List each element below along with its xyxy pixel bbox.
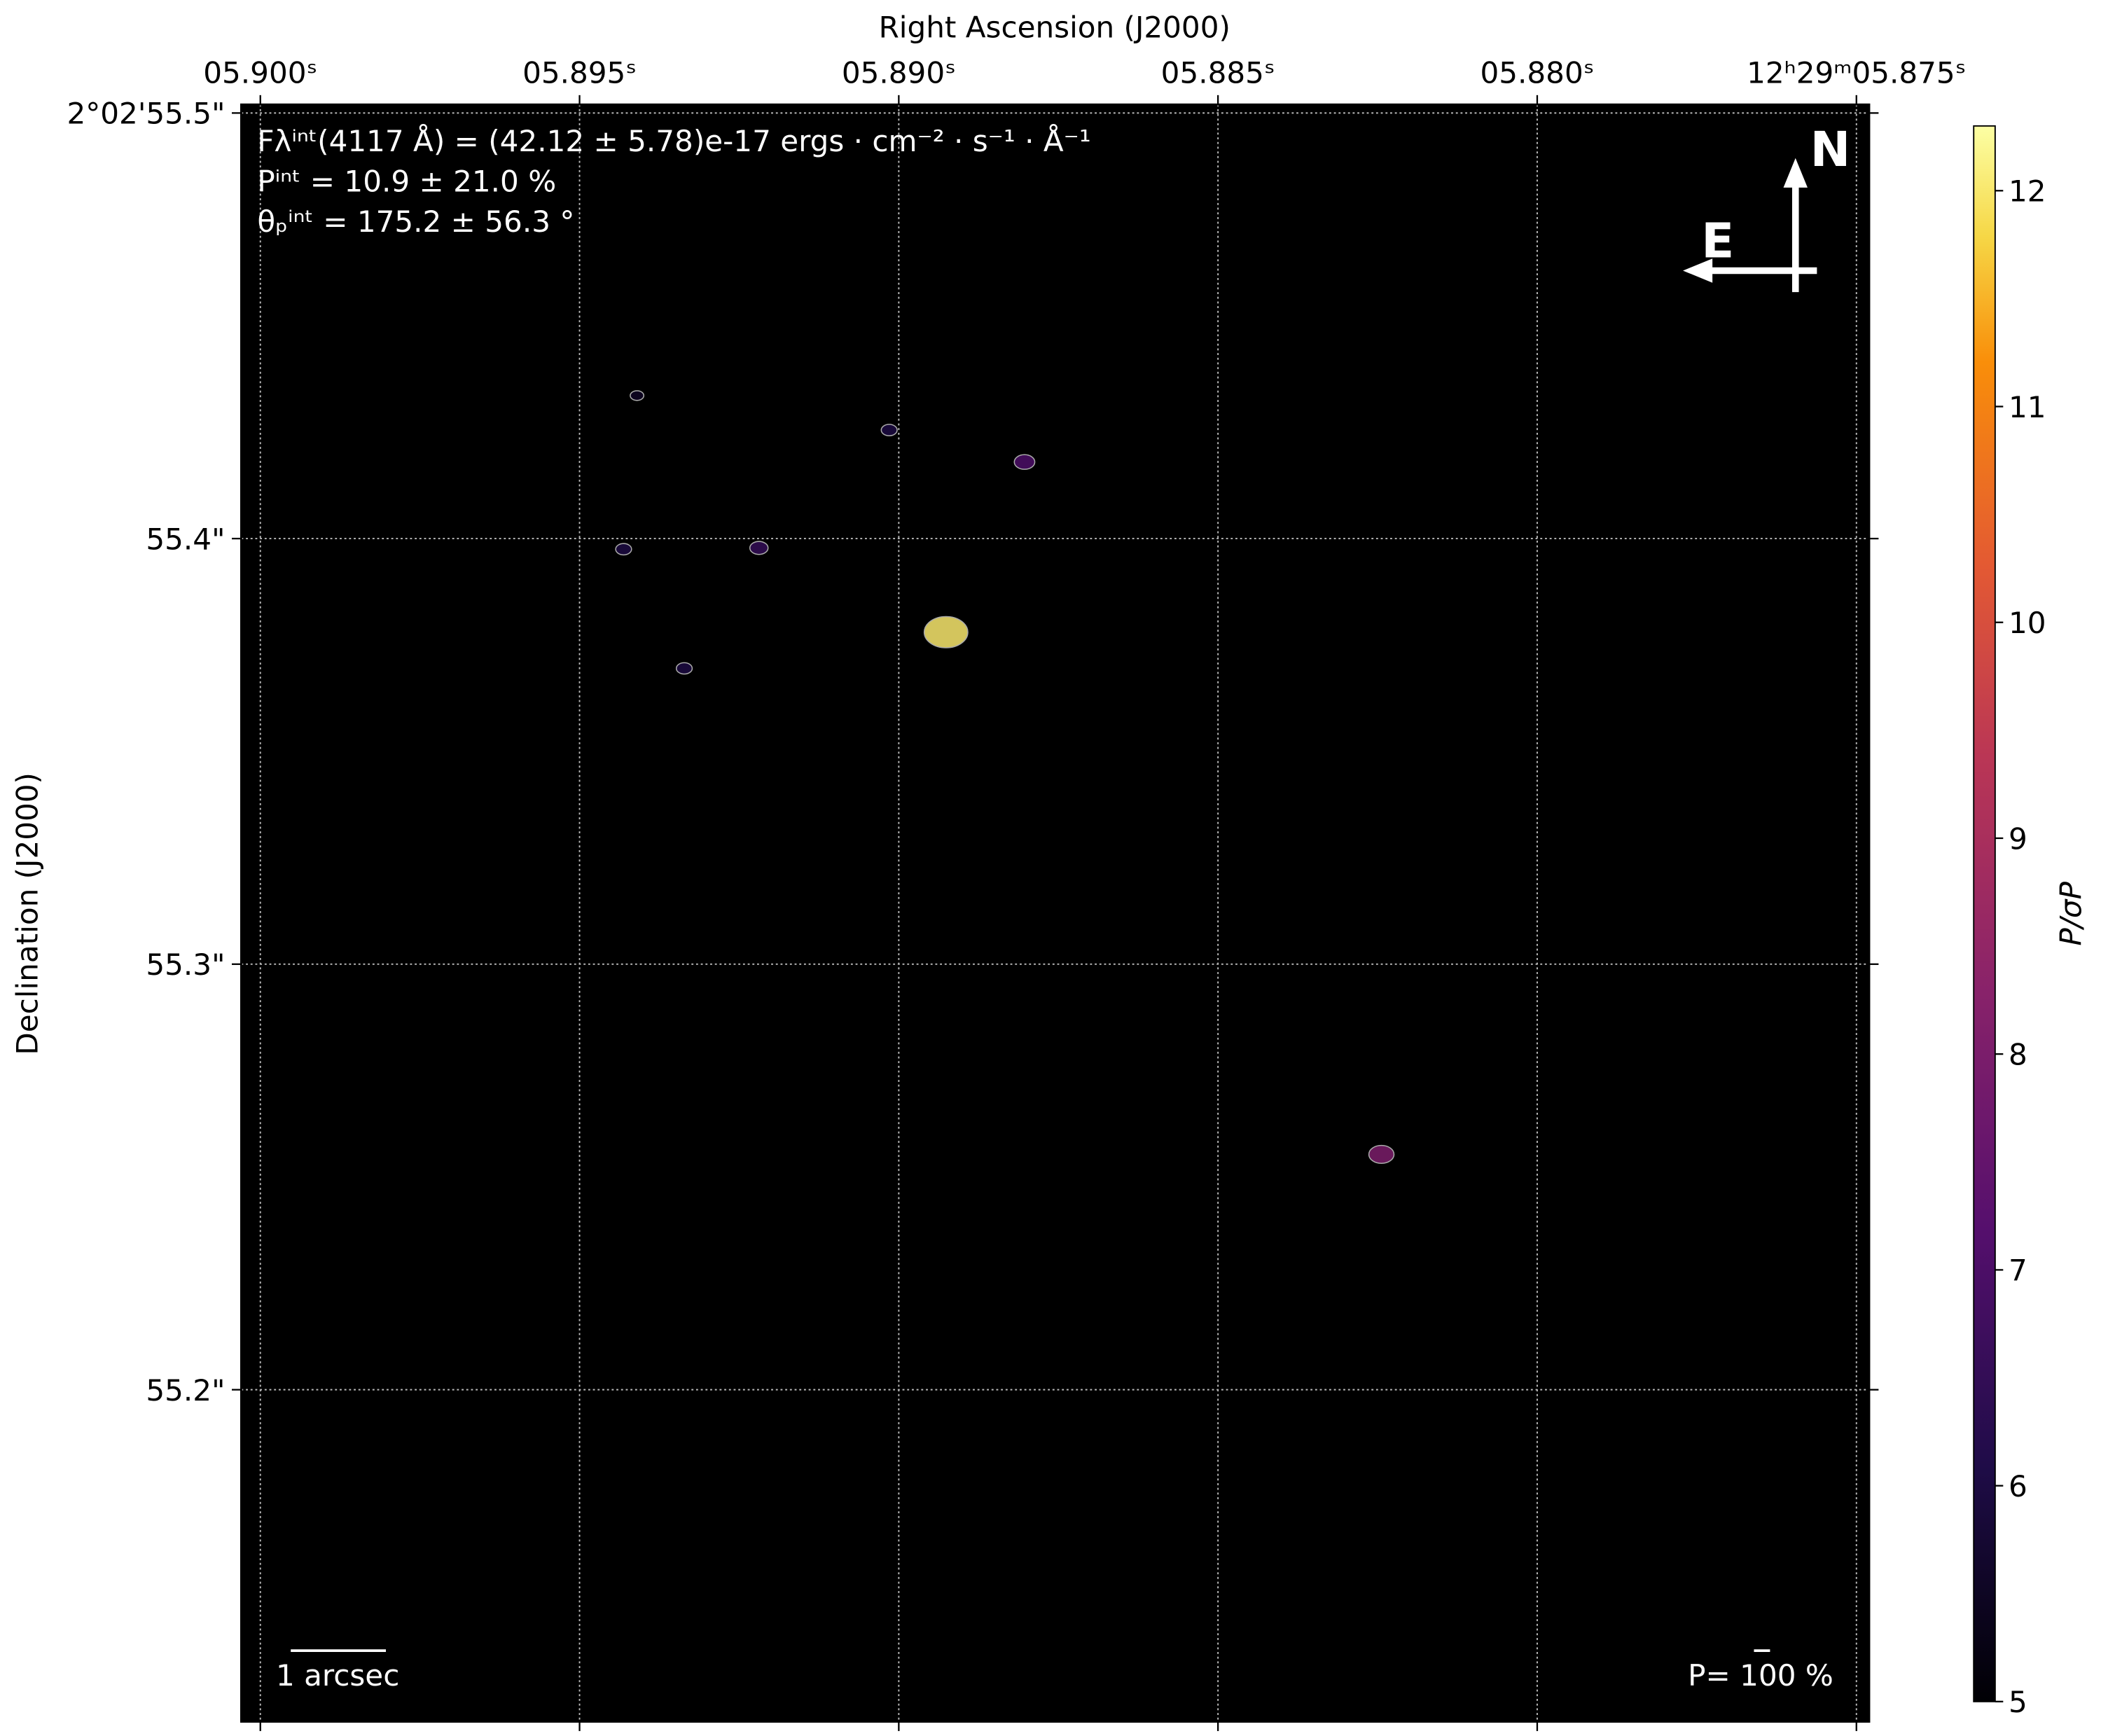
north-arrowhead [1783,158,1808,188]
source [749,541,769,555]
annotation: Pⁱⁿᵗ = 10.9 ± 21.0 % [257,165,556,199]
annotations: Fλⁱⁿᵗ(4117 Å) = (42.12 ± 5.78)e-17 ergs … [257,123,1090,239]
source [675,662,693,675]
y-tick-label: 2°02'55.5" [67,97,225,131]
plot-area [241,104,1869,1722]
colorbar-tick-label: 9 [2009,821,2027,856]
source [1368,1144,1395,1165]
source [615,543,632,556]
east-arrowhead [1683,258,1713,283]
x-tick-label: 05.885ˢ [1161,56,1275,90]
plot-frame [240,103,1871,1723]
source [923,616,969,648]
annotation: Fλⁱⁿᵗ(4117 Å) = (42.12 ± 5.78)e-17 ergs … [257,123,1090,158]
compass-east: E [1701,213,1734,269]
colorbar-tick-label: 5 [2009,1685,2027,1719]
compass: N E [1683,122,1851,293]
y-axis-label: Declination (J2000) [11,772,45,1055]
y-tick-label: 55.3" [146,947,225,982]
vector-scale-label: P= 100 % [1688,1658,1833,1693]
x-tick-label: 05.900ˢ [203,56,317,90]
colorbar-tick-label: 12 [2009,174,2046,209]
colorbar-label: P/σP [2053,881,2088,945]
compass-north: N [1810,122,1851,178]
colorbar-tick-label: 10 [2009,606,2046,640]
colorbar [1973,125,1996,1702]
y-tick-label: 55.2" [146,1373,225,1408]
colorbar-tick-label: 6 [2009,1469,2027,1504]
y-tick-label: 55.4" [146,522,225,556]
x-tick-label: 05.895ˢ [522,56,637,90]
colorbar-tick-label: 8 [2009,1037,2027,1071]
colorbar-tick-label: 7 [2009,1254,2027,1288]
colorbar-tick-label: 11 [2009,390,2046,424]
source [1013,454,1036,470]
source [630,390,645,401]
scale-bar-label: 1 arcsec [276,1658,399,1693]
x-tick-label: 05.880ˢ [1480,56,1594,90]
x-tick-label: 12ʰ29ᵐ05.875ˢ [1747,56,1966,90]
x-axis-label: Right Ascension (J2000) [879,11,1230,45]
annotation: θₚⁱⁿᵗ = 175.2 ± 56.3 ° [257,204,574,239]
source [880,424,898,436]
x-tick-label: 05.890ˢ [842,56,956,90]
